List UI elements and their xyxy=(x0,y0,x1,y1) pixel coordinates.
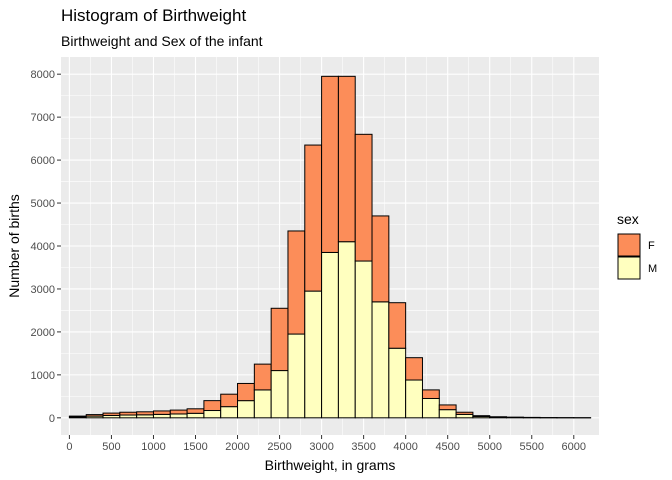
bar-m xyxy=(405,379,423,419)
x-tick-label: 3500 xyxy=(351,441,375,453)
bar-m xyxy=(186,412,205,419)
y-tick-label: 0 xyxy=(49,413,55,425)
x-tick-label: 3000 xyxy=(309,441,333,453)
bar-f xyxy=(421,389,440,399)
y-tick-label: 6000 xyxy=(31,155,55,167)
legend-label-f: F xyxy=(648,240,655,252)
y-tick-label: 1000 xyxy=(31,370,55,382)
bar-m xyxy=(203,410,222,419)
x-tick-label: 2500 xyxy=(267,441,291,453)
bar-m xyxy=(152,413,171,419)
bar-m xyxy=(337,241,356,419)
bar-m xyxy=(253,389,272,419)
legend-key-m xyxy=(617,256,641,280)
chart-title: Histogram of Birthweight xyxy=(61,6,247,25)
bar-m xyxy=(354,260,373,419)
x-tick-label: 1000 xyxy=(141,441,165,453)
y-tick-label: 4000 xyxy=(31,241,55,253)
bar-m xyxy=(169,413,188,419)
bar-m xyxy=(220,406,239,419)
bar-f xyxy=(220,393,239,408)
bar-f xyxy=(186,408,205,414)
x-tick-label: 6000 xyxy=(562,441,586,453)
bar-f xyxy=(304,144,323,292)
bar-f xyxy=(321,75,339,253)
bar-f xyxy=(119,411,138,416)
chart-subtitle: Birthweight and Sex of the infant xyxy=(61,33,263,49)
bar-f xyxy=(405,357,423,381)
bar-m xyxy=(388,347,407,419)
bar-m xyxy=(287,333,306,419)
y-tick-label: 3000 xyxy=(31,284,55,296)
histogram-bars xyxy=(68,75,592,419)
bar-f xyxy=(152,410,171,415)
bar-f xyxy=(270,307,289,372)
legend: sex FM xyxy=(617,211,657,280)
bar-f xyxy=(438,404,457,411)
bar-f xyxy=(455,411,474,415)
bar-m xyxy=(455,413,474,419)
bar-m xyxy=(438,409,457,419)
bar-f xyxy=(371,215,390,303)
y-tick-label: 2000 xyxy=(31,327,55,339)
x-axis-title: Birthweight, in grams xyxy=(265,457,396,473)
bar-f xyxy=(169,409,188,415)
y-tick-label: 5000 xyxy=(31,198,55,210)
legend-key-f xyxy=(617,233,641,257)
bar-f xyxy=(237,382,255,402)
bar-f xyxy=(337,75,356,243)
bar-m xyxy=(321,251,339,419)
bar-m xyxy=(421,397,440,419)
bar-f xyxy=(253,363,272,391)
x-tick-label: 1500 xyxy=(183,441,207,453)
bar-m xyxy=(304,290,323,419)
x-tick-label: 2000 xyxy=(225,441,249,453)
x-tick-label: 0 xyxy=(66,441,72,453)
x-tick-label: 500 xyxy=(102,441,120,453)
y-axis-title: Number of births xyxy=(6,194,22,297)
y-tick-label: 7000 xyxy=(31,112,55,124)
x-tick-label: 5000 xyxy=(477,441,501,453)
bar-f xyxy=(388,302,407,349)
x-tick-label: 4500 xyxy=(435,441,459,453)
y-axis-ticks: 0 1000 2000 3000 4000 5000 6000 7000 8000 xyxy=(31,69,61,425)
bar-f xyxy=(136,411,154,416)
bar-f xyxy=(68,415,87,418)
bar-f xyxy=(287,230,306,335)
x-axis-ticks: 0 500 1000 1500 2000 2500 3000 3500 4000 4500 5000… xyxy=(66,435,586,453)
bar-m xyxy=(237,400,255,419)
legend-label-m: M xyxy=(648,263,657,275)
x-tick-label: 5500 xyxy=(520,441,544,453)
bar-f xyxy=(102,412,121,416)
bar-f xyxy=(354,133,373,262)
y-tick-label: 8000 xyxy=(31,69,55,81)
bar-m xyxy=(270,370,289,419)
legend-title: sex xyxy=(617,211,639,227)
x-tick-label: 4000 xyxy=(393,441,417,453)
bar-f xyxy=(85,414,104,417)
bar-f xyxy=(203,400,222,412)
bar-m xyxy=(371,301,390,419)
bar-f xyxy=(472,415,491,418)
